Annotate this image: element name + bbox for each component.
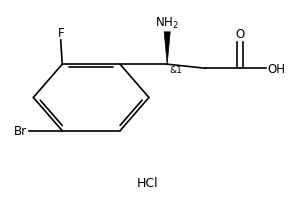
Text: HCl: HCl	[137, 176, 158, 189]
Text: Br: Br	[14, 125, 27, 137]
Text: F: F	[57, 27, 64, 40]
Polygon shape	[164, 33, 170, 65]
Text: &1: &1	[170, 66, 182, 75]
Text: O: O	[235, 28, 245, 41]
Text: NH$_2$: NH$_2$	[155, 16, 179, 31]
Text: OH: OH	[267, 62, 285, 75]
